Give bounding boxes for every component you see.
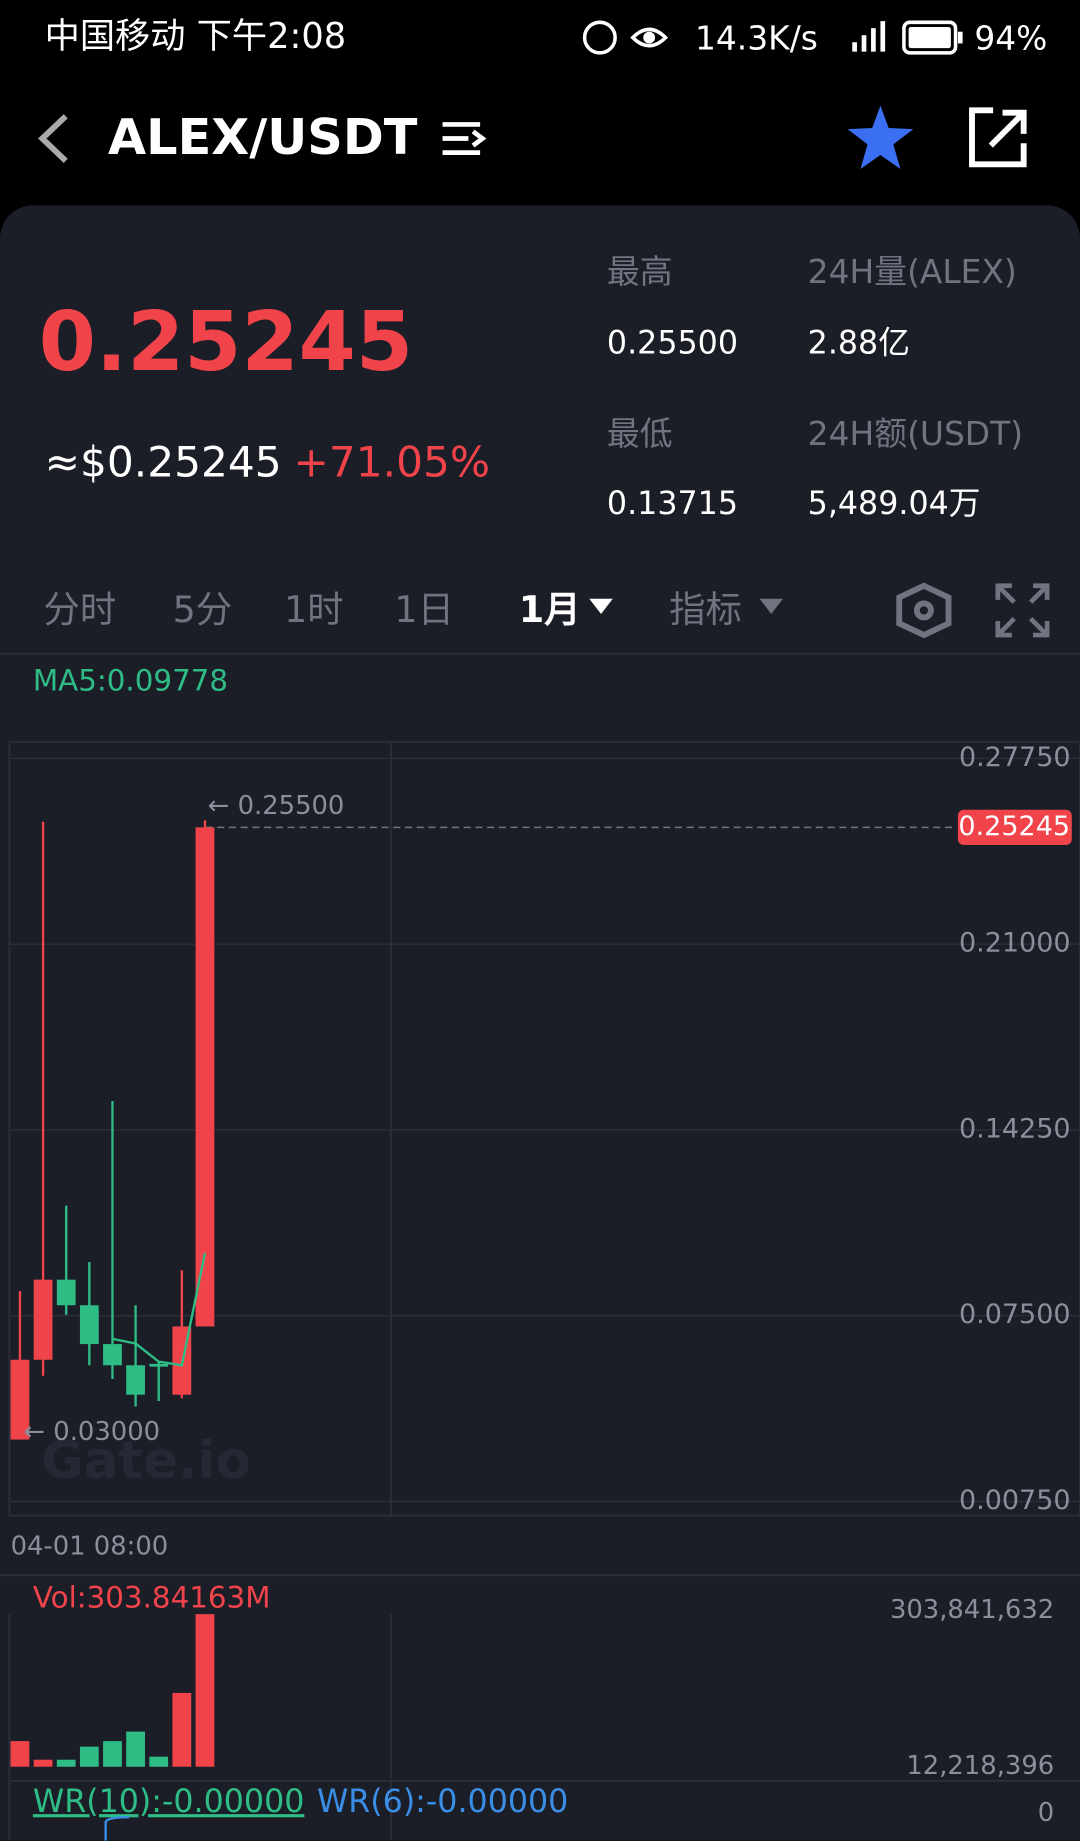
tab[interactable]: 5分: [172, 589, 233, 632]
candle-body: [56, 1279, 76, 1306]
net-speed: 14.3K/s: [694, 18, 818, 58]
candle-body: [149, 1363, 169, 1367]
high-label: 最高: [606, 252, 673, 292]
ma5-line: [112, 1252, 207, 1367]
vol-value: 2.88亿: [807, 325, 910, 362]
pair-title[interactable]: ALEX/USDT: [108, 108, 418, 166]
amount-value: 5,489.04万: [807, 485, 981, 523]
candle-body: [103, 1344, 122, 1366]
vol-label: Vol:303.84163M: [33, 1580, 271, 1614]
current-price-label: 0.25245: [958, 811, 1070, 842]
high-marker: ← 0.25500: [208, 791, 345, 821]
tab-icons: [589, 582, 1050, 639]
candle-body: [126, 1365, 145, 1395]
candle-body: [79, 1305, 99, 1345]
volume-bar: [126, 1731, 145, 1767]
tab[interactable]: 1时: [284, 589, 344, 632]
last-price: 0.25245: [38, 293, 414, 390]
vol-label: 24H量(ALEX): [807, 252, 1017, 292]
volume-bar: [33, 1759, 53, 1767]
candle-body: [33, 1279, 53, 1360]
vol-axis-label: 0: [1038, 1798, 1054, 1828]
volume-bar: [10, 1741, 30, 1767]
amount-label: 24H额(USDT): [807, 414, 1024, 454]
indicator-line: [104, 1816, 130, 1841]
volume-bar: [195, 1614, 215, 1767]
battery: 94%: [974, 18, 1048, 58]
candle-body: [10, 1359, 30, 1440]
volume-bar: [172, 1692, 192, 1767]
volume-bar: [79, 1746, 99, 1767]
y-tick-label: 0.14250: [959, 1113, 1071, 1144]
y-tick-label: 0.00750: [959, 1485, 1071, 1516]
low-marker: ← 0.03000: [23, 1417, 160, 1447]
pair-menu[interactable]: [440, 120, 487, 160]
tab[interactable]: 分时: [43, 589, 117, 632]
price-change: +71.05%: [293, 439, 491, 488]
favorite-star[interactable]: [845, 103, 915, 171]
volume-bar: [56, 1759, 76, 1767]
tab[interactable]: 指标: [669, 589, 742, 632]
usd-price: ≈$0.25245: [44, 439, 282, 488]
x-label: 04-01 08:00: [11, 1532, 169, 1562]
low-value: 0.13715: [606, 485, 738, 523]
tab-active[interactable]: 1月: [518, 589, 581, 632]
tab[interactable]: 1日: [394, 589, 454, 632]
y-tick-label: 0.27750: [959, 742, 1071, 773]
indicator-label: WR(10):-0.00000: [33, 1784, 305, 1820]
vol-axis-label: 303,841,632: [890, 1595, 1054, 1625]
y-tick-label: 0.07500: [959, 1299, 1071, 1330]
plot-frame: [8, 741, 1080, 1517]
market-panel: [0, 205, 1080, 1841]
vol-axis-label: 12,218,396: [906, 1751, 1054, 1781]
y-tick-label: 0.21000: [959, 928, 1071, 959]
volume-bar: [149, 1756, 169, 1767]
indicator-label: WR(6):-0.00000: [317, 1784, 568, 1820]
carrier-time: 中国移动 下午2:08: [44, 16, 347, 58]
candle-body: [195, 827, 215, 1327]
back-button[interactable]: [33, 112, 80, 166]
ma-label: MA5:0.09778: [33, 664, 228, 698]
signal-battery: [852, 20, 963, 55]
status-icons: [582, 20, 669, 55]
current-price-tag: [957, 809, 1072, 845]
low-label: 最低: [606, 414, 673, 454]
high-value: 0.25500: [606, 325, 738, 362]
volume-bar: [103, 1741, 122, 1767]
watermark: Gate.io: [41, 1431, 251, 1491]
share-button[interactable]: [965, 106, 1033, 172]
